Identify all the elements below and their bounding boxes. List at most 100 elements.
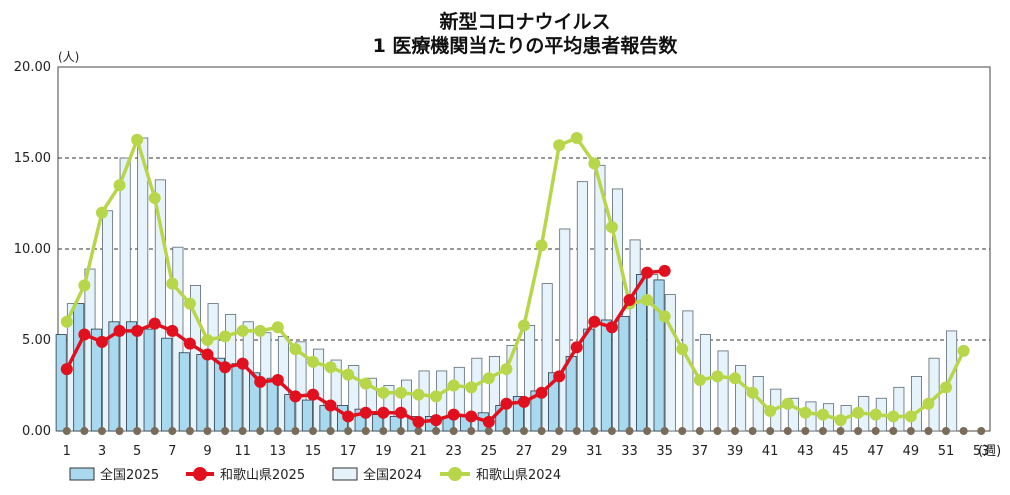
bar-national-2025 <box>55 334 67 432</box>
zero-marker <box>871 427 880 435</box>
zero-marker <box>115 427 124 435</box>
zero-marker <box>97 427 106 435</box>
zero-marker <box>818 427 827 435</box>
bar-national-2025 <box>600 319 612 432</box>
bar-national-2024 <box>893 386 905 432</box>
series-point <box>447 408 460 421</box>
x-tick-label: 41 <box>762 444 779 459</box>
series-point <box>623 293 636 306</box>
legend-label-wakayama-2025: 和歌山県2025 <box>220 468 305 483</box>
series-point <box>394 406 407 419</box>
series-point <box>746 386 759 399</box>
x-tick-label: 53 <box>973 444 990 459</box>
bar-national-2024 <box>682 310 694 432</box>
bar-national-2024 <box>787 397 799 432</box>
series-point <box>166 277 179 290</box>
bar-national-2025 <box>301 399 313 432</box>
zero-marker <box>555 427 564 435</box>
y-tick-label: 15.00 <box>14 151 51 166</box>
series-point <box>711 370 724 383</box>
series-point <box>693 374 706 387</box>
legend: 全国2025 和歌山県2025 全国2024 和歌山県2024 <box>69 467 561 483</box>
legend-label-national-2025: 全国2025 <box>100 467 159 483</box>
series-point <box>271 321 284 334</box>
bar-national-2025 <box>126 321 138 432</box>
bar-national-2025 <box>266 377 278 432</box>
zero-marker <box>854 427 863 435</box>
x-tick-label: 13 <box>270 444 287 459</box>
x-tick-label: 35 <box>656 444 673 459</box>
series-point <box>887 410 900 423</box>
chart-title-line1: 新型コロナウイルス <box>439 10 610 33</box>
series-point <box>447 379 460 392</box>
x-tick-label: 33 <box>621 444 638 459</box>
zero-marker <box>924 427 933 435</box>
series-point <box>500 397 513 410</box>
zero-marker <box>572 427 581 435</box>
series-point <box>535 386 548 399</box>
series-point <box>131 324 144 337</box>
bar-national-2024 <box>418 370 430 432</box>
series-point <box>148 192 161 205</box>
series-point <box>922 397 935 410</box>
zero-marker <box>836 427 845 435</box>
series-point <box>553 139 566 152</box>
line-wakayama-2025 <box>60 264 671 428</box>
zero-marker <box>238 427 247 435</box>
zero-marker <box>643 427 652 435</box>
series-point <box>236 324 249 337</box>
series-point <box>781 397 794 410</box>
series-point <box>342 410 355 423</box>
bar-national-2024 <box>664 294 676 432</box>
bar-national-2024 <box>506 345 518 432</box>
legend-marker-wakayama-2024 <box>448 467 462 481</box>
bar-national-2024 <box>576 181 588 432</box>
zero-marker <box>168 427 177 435</box>
x-tick-label: 3 <box>98 444 106 459</box>
series-point <box>394 386 407 399</box>
bar-national-2024 <box>119 157 131 432</box>
series-point <box>658 310 671 323</box>
bar-national-2024 <box>330 359 342 432</box>
series-point <box>412 388 425 401</box>
bar-national-2025 <box>231 363 243 432</box>
zero-marker <box>731 427 740 435</box>
zero-marker <box>256 427 265 435</box>
x-tick-label: 15 <box>305 444 322 459</box>
zero-marker <box>326 427 335 435</box>
series-point <box>729 372 742 385</box>
bar-national-2025 <box>90 328 102 432</box>
zero-marker <box>308 427 317 435</box>
zero-marker <box>889 427 898 435</box>
series-point <box>289 390 302 403</box>
bar-national-2024 <box>365 377 377 432</box>
zero-marker <box>537 427 546 435</box>
legend-label-national-2024: 全国2024 <box>363 467 422 483</box>
series-point <box>518 319 530 332</box>
zero-marker <box>291 427 300 435</box>
series-point <box>324 399 337 412</box>
bar-national-2024 <box>717 350 729 432</box>
series-point <box>869 408 882 421</box>
bar-national-2025 <box>213 357 225 432</box>
series-point <box>306 355 319 368</box>
series-point <box>553 370 566 383</box>
x-tick-label: 9 <box>203 444 211 459</box>
legend-item-wakayama-2025: 和歌山県2025 <box>186 467 305 483</box>
series-point <box>236 357 249 370</box>
bar-national-2024 <box>910 375 922 432</box>
series-point <box>359 406 372 419</box>
series-point <box>254 375 267 388</box>
line-wakayama-2024 <box>60 131 970 427</box>
y-tick-label: 5.00 <box>22 333 51 348</box>
bar-national-2024 <box>348 365 360 432</box>
legend-label-wakayama-2024: 和歌山県2024 <box>476 468 561 483</box>
bar-national-2025 <box>618 315 630 432</box>
series-point <box>465 410 478 423</box>
x-tick-label: 45 <box>832 444 849 459</box>
zero-marker <box>660 427 669 435</box>
x-tick-label: 17 <box>340 444 357 459</box>
bar-national-2025 <box>108 321 120 432</box>
bar-national-2024 <box>154 179 166 432</box>
zero-marker <box>678 427 687 435</box>
